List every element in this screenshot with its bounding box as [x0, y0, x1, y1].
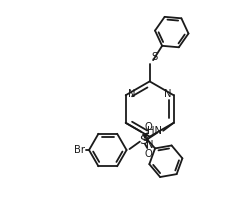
Text: S: S: [143, 133, 149, 143]
Text: N: N: [128, 89, 135, 99]
Text: N: N: [164, 89, 172, 99]
Text: S: S: [139, 134, 147, 147]
Text: O: O: [144, 149, 152, 159]
Text: S: S: [151, 52, 157, 62]
Text: HN: HN: [147, 126, 162, 136]
Text: Br: Br: [74, 145, 85, 155]
Text: N: N: [146, 140, 153, 150]
Text: O: O: [144, 122, 152, 132]
